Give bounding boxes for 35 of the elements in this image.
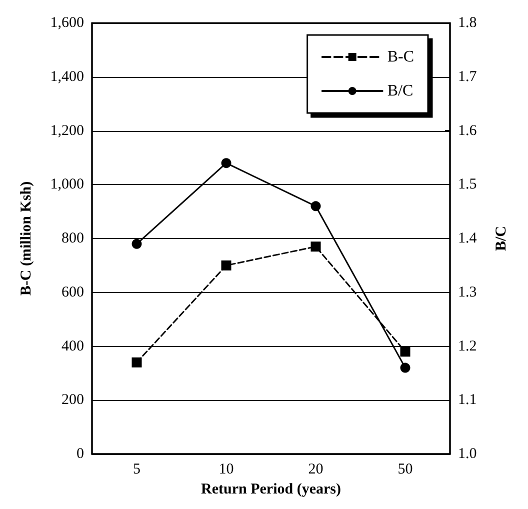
y2-axis-title: B/C <box>494 226 510 252</box>
y-tick-label: 1,600 <box>50 15 84 31</box>
y-tick-label: 1,200 <box>50 122 84 139</box>
point <box>221 260 232 270</box>
x-tick-label: 5 <box>133 462 140 478</box>
legend-label: B-C <box>387 48 414 66</box>
y-tick-label: 400 <box>62 338 84 354</box>
y-tick-label: 1,000 <box>50 176 84 193</box>
y2-tick-label: 1.6 <box>458 122 478 139</box>
y2-tick-label: 1.4 <box>458 230 478 246</box>
point <box>400 362 410 373</box>
x-tick-label: 20 <box>308 462 324 478</box>
y-tick-label: 1,400 <box>50 68 84 85</box>
point <box>132 238 142 249</box>
y2-tick-label: 1.3 <box>458 284 477 300</box>
y-tick-label: 800 <box>62 230 84 246</box>
y-tick-label: 200 <box>62 392 84 408</box>
point <box>221 158 232 168</box>
y2-tick-label: 1.5 <box>458 176 477 193</box>
y2-tick-label: 1.0 <box>458 446 477 462</box>
point <box>310 242 321 252</box>
point <box>400 346 410 357</box>
point <box>132 357 142 368</box>
y2-tick-label: 1.2 <box>458 338 477 354</box>
y-tick-label: 600 <box>62 284 84 300</box>
y2-tick-label: 1.7 <box>458 68 478 85</box>
y2-tick-label: 1.8 <box>458 15 477 31</box>
y-axis-title: B-C (million Ksh) <box>18 181 34 296</box>
x-tick-label: 10 <box>218 462 234 478</box>
point <box>310 201 321 212</box>
y-tick-label: 0 <box>76 446 84 462</box>
x-tick-label: 50 <box>398 462 413 478</box>
y2-tick-label: 1.1 <box>458 392 477 408</box>
x-axis-title: Return Period (years) <box>201 481 341 498</box>
legend-label: B/C <box>387 82 414 100</box>
